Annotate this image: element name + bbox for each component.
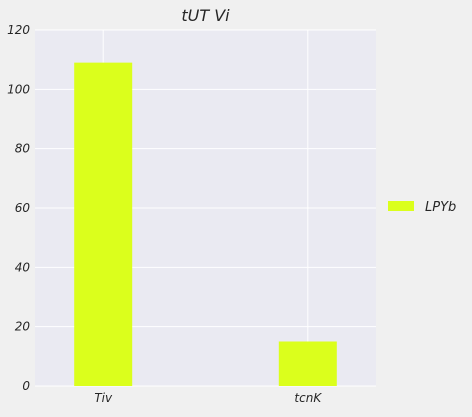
x-tick-label-tiv: Tiv	[94, 391, 113, 405]
y-tick-label-40: 40	[15, 260, 31, 274]
legend: LPYb	[388, 200, 456, 215]
y-tick-label-60: 60	[15, 201, 31, 215]
y-tick-label-20: 20	[15, 320, 31, 334]
y-tick-label-80: 80	[15, 142, 31, 156]
bar-tiv	[74, 62, 133, 387]
x-tick-labels: Tiv tcnK	[94, 391, 322, 405]
x-tick-label-tcnk: tcnK	[294, 391, 322, 405]
y-tick-label-120: 120	[7, 23, 30, 37]
chart-title: tUT Vi	[181, 6, 230, 25]
bar-tcnk	[278, 341, 337, 386]
y-tick-labels: 0 20 40 60 80 100 120	[7, 23, 30, 393]
legend-swatch	[388, 201, 414, 211]
legend-label-lpyb: LPYb	[425, 200, 456, 215]
y-tick-label-100: 100	[7, 82, 30, 96]
bars	[74, 62, 337, 387]
y-tick-label-0: 0	[22, 379, 30, 393]
